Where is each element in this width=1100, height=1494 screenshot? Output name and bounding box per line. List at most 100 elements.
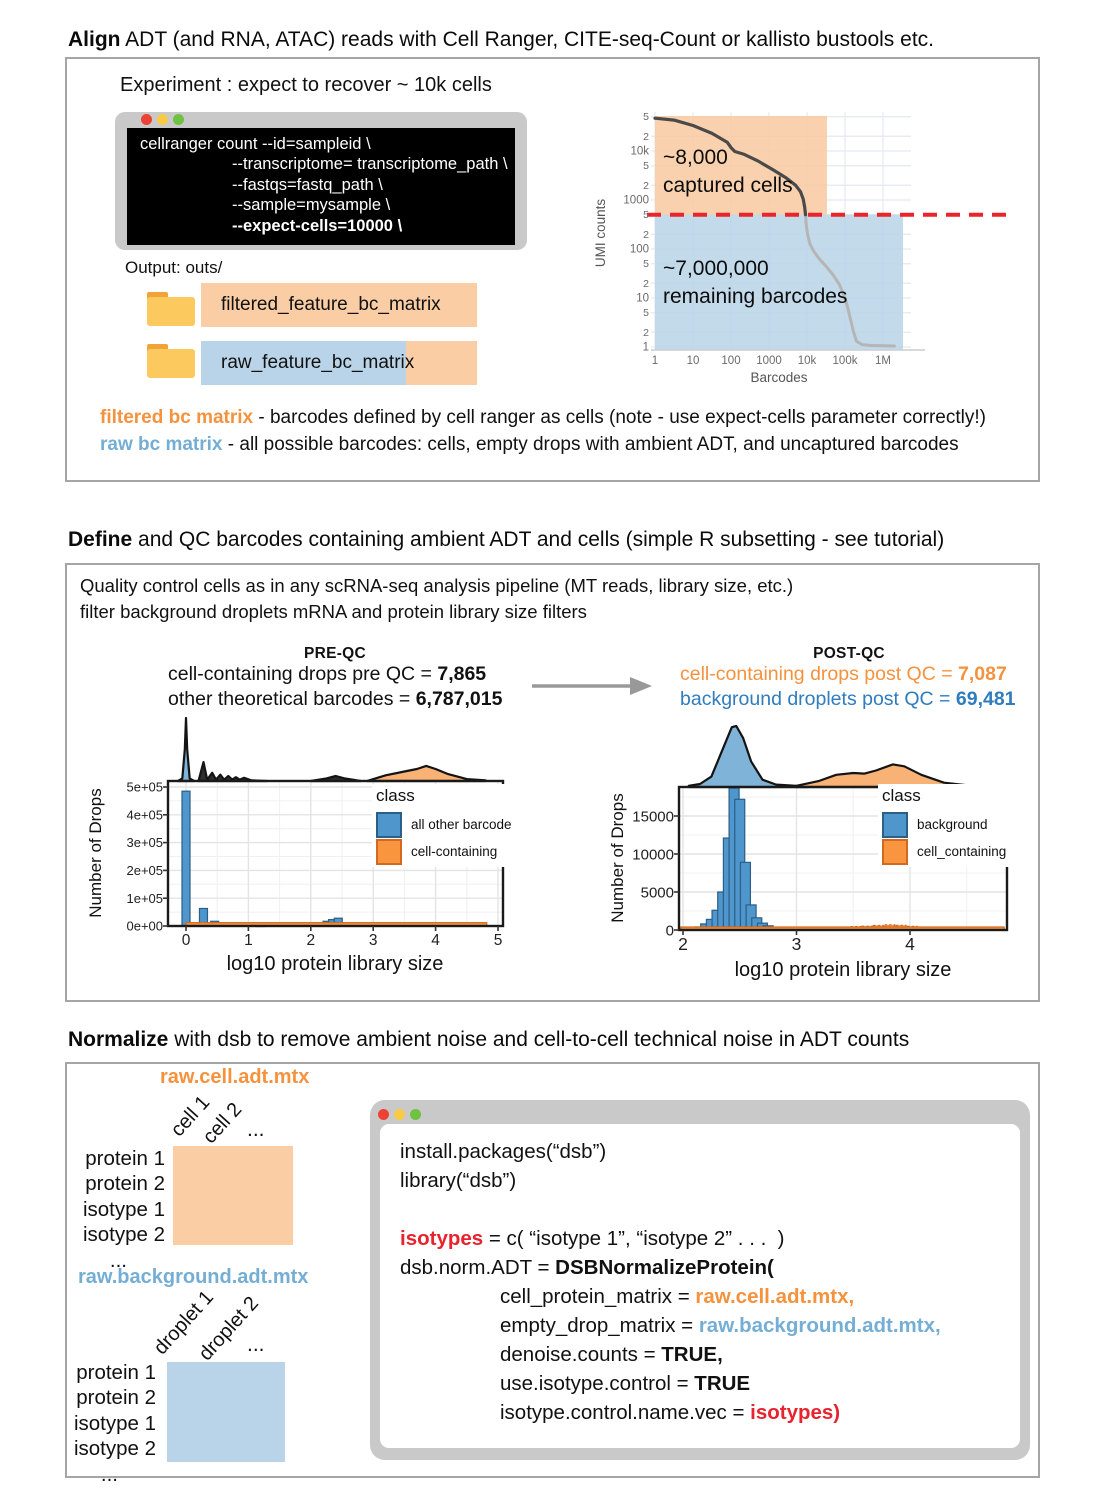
terminal-screen: cellranger count --id=sampleid \ --trans… [127, 128, 515, 245]
post-qc-title: POST-QC [813, 645, 885, 662]
code-text: use.isotype.control = [500, 1372, 695, 1395]
svg-text:2: 2 [643, 278, 649, 290]
svg-text:0: 0 [182, 932, 191, 949]
svg-text:5: 5 [643, 307, 649, 319]
traffic-light-red-icon [141, 114, 152, 125]
row-label: protein 2 [76, 1386, 156, 1410]
code-text: isotype.control.name.vec = [500, 1401, 751, 1424]
svg-text:100: 100 [630, 244, 649, 256]
code-line: dsb.norm.ADT = DSBNormalizeProtein( [400, 1256, 941, 1285]
pre-qc-legend: class all other barcode cell-containing [372, 784, 516, 867]
normalize-title-keyword: Normalize [68, 1028, 169, 1051]
code-line: install.packages(“dsb”) [400, 1140, 941, 1169]
stat-line: background droplets post QC = 69,481 [680, 687, 1016, 712]
blue-swatch-icon [376, 811, 402, 838]
traffic-light-red-icon [378, 1109, 389, 1120]
pre-qc-title: PRE-QC [303, 645, 367, 662]
svg-text:10: 10 [687, 355, 700, 367]
svg-text:2: 2 [306, 932, 315, 949]
svg-text:4: 4 [431, 932, 440, 949]
qc-intro: Quality control cells as in any scRNA-se… [80, 573, 793, 625]
terminal-window: cellranger count --id=sampleid \ --trans… [115, 112, 527, 250]
legend-item: cell-containing [376, 838, 512, 865]
define-title-text: and QC barcodes containing ambient ADT a… [132, 528, 945, 551]
pre-qc-stats: cell-containing drops pre QC = 7,865 oth… [168, 662, 502, 711]
stat-line: cell-containing drops pre QC = 7,865 [168, 662, 502, 687]
cell-matrix-title: raw.cell.adt.mtx [160, 1066, 310, 1088]
svg-text:0: 0 [666, 922, 674, 939]
svg-text:10k: 10k [630, 146, 649, 158]
svg-text:2: 2 [643, 327, 649, 339]
row-ellipsis: ... [109, 1248, 127, 1272]
code-line: isotype.control.name.vec = isotypes) [500, 1401, 941, 1430]
filtered-bc-line: filtered bc matrix - barcodes defined by… [100, 404, 986, 431]
svg-text:10: 10 [636, 293, 649, 305]
code-line-blank [400, 1198, 941, 1227]
svg-text:5e+05: 5e+05 [126, 780, 163, 795]
svg-text:1000: 1000 [756, 355, 782, 367]
terminal-line: --transcriptome= transcriptome_path \ [232, 155, 508, 174]
background-matrix-block [167, 1362, 285, 1462]
terminal-line-expect-cells: --expect-cells=10000 \ [232, 216, 403, 235]
svg-text:5: 5 [494, 932, 503, 949]
matrix-legend-lines: filtered bc matrix - barcodes defined by… [100, 404, 986, 458]
code-line: isotypes = c( “isotype 1”, “isotype 2” .… [400, 1227, 941, 1256]
stat-line: cell-containing drops post QC = 7,087 [680, 662, 1016, 687]
raw-bc-term: raw bc matrix [100, 434, 223, 455]
code-line: empty_drop_matrix = raw.background.adt.m… [500, 1314, 941, 1343]
svg-text:~8,000: ~8,000 [663, 146, 728, 169]
arrow-right-icon [532, 677, 652, 695]
traffic-light-yellow-icon [394, 1109, 405, 1120]
r-code: install.packages(“dsb”) library(“dsb”) i… [400, 1140, 941, 1430]
code-function-name: DSBNormalizeProtein( [555, 1256, 774, 1279]
traffic-light-green-icon [410, 1109, 421, 1120]
post-qc-legend: class background cell_containing [878, 784, 1011, 867]
background-matrix-row-labels: protein 1 protein 2 isotype 1 isotype 2 … [46, 1360, 156, 1487]
stat-label: other theoretical barcodes = [168, 687, 416, 710]
code-isotypes-var: isotypes [400, 1227, 484, 1250]
code-text: = c( “isotype 1”, “isotype 2” . . . ) [483, 1227, 785, 1250]
row-label: protein 2 [85, 1172, 165, 1196]
code-text: library(“dsb”) [400, 1169, 517, 1192]
row-label: protein 1 [85, 1147, 165, 1170]
svg-text:remaining barcodes: remaining barcodes [663, 285, 847, 308]
svg-text:1e+05: 1e+05 [126, 891, 163, 906]
normalize-title-text: with dsb to remove ambient noise and cel… [168, 1028, 910, 1051]
terminal-line: cellranger count --id=sampleid \ [140, 135, 371, 153]
svg-text:4: 4 [905, 934, 915, 954]
background-matrix-title: raw.background.adt.mtx [78, 1266, 309, 1288]
code-cell-matrix-arg: raw.cell.adt.mtx, [695, 1285, 855, 1308]
output-label: Output: outs/ [125, 258, 223, 277]
cell-matrix-row-labels: protein 1 protein 2 isotype 1 isotype 2 … [55, 1146, 165, 1273]
r-code-screen [380, 1124, 1020, 1448]
svg-text:2: 2 [643, 131, 649, 143]
qc-intro-line: Quality control cells as in any scRNA-se… [80, 575, 794, 596]
legend-title: class [882, 786, 921, 805]
svg-text:10000: 10000 [632, 846, 674, 863]
define-section-title: Define and QC barcodes containing ambien… [68, 528, 944, 552]
experiment-note: Experiment : expect to recover ~ 10k cel… [120, 74, 492, 96]
svg-text:1: 1 [244, 932, 253, 949]
svg-text:Number of Drops: Number of Drops [86, 788, 105, 917]
cell-col-ellipsis: ... [247, 1118, 265, 1141]
stat-value: 6,787,015 [415, 687, 503, 710]
filtered-matrix-label: filtered_feature_bc_matrix [221, 294, 441, 315]
raw-matrix-box-blue [201, 341, 406, 385]
orange-swatch-icon [882, 838, 908, 865]
code-background-matrix-arg: raw.background.adt.mtx, [698, 1314, 941, 1337]
folder-icon [147, 292, 195, 326]
svg-text:1000: 1000 [623, 195, 649, 207]
filtered-bc-term: filtered bc matrix [100, 407, 254, 428]
code-isotypes-var: isotypes) [750, 1401, 841, 1424]
row-label: isotype 1 [73, 1411, 156, 1435]
terminal-line: --sample=mysample \ [232, 196, 391, 215]
svg-text:100k: 100k [833, 355, 858, 367]
row-label: isotype 2 [82, 1223, 165, 1247]
cell-matrix-block [173, 1146, 293, 1245]
svg-text:1: 1 [652, 355, 658, 367]
svg-text:2: 2 [643, 180, 649, 192]
svg-text:5: 5 [643, 111, 649, 123]
raw-bc-line: raw bc matrix - all possible barcodes: c… [100, 431, 986, 458]
row-label: isotype 1 [82, 1197, 165, 1221]
